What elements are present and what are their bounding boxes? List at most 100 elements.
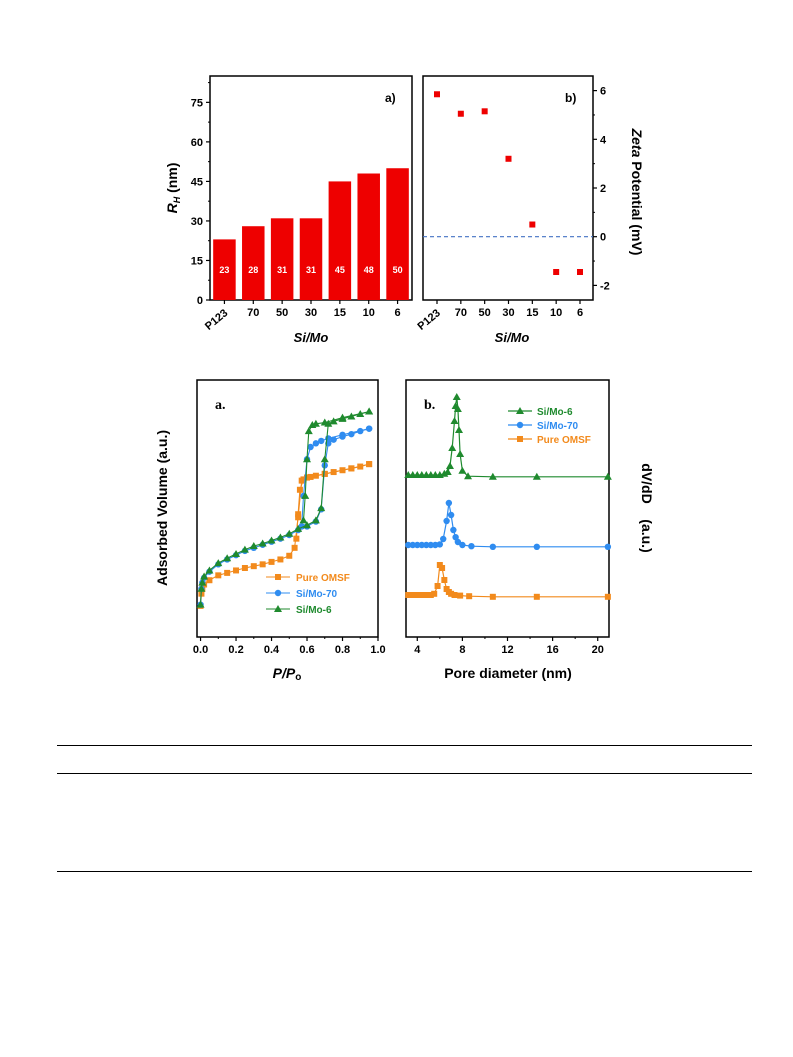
bar <box>357 173 380 300</box>
isotherm-marks <box>196 407 374 609</box>
x-tick-label: 0.8 <box>335 644 350 656</box>
legend-label: Si/Mo-70 <box>537 421 579 432</box>
adsorption-point <box>197 584 206 592</box>
x-tick-label: 1.0 <box>370 644 385 656</box>
pore-x-ticks: 4 8 12 16 20 <box>414 637 604 656</box>
x-tick-label: 15 <box>334 307 346 319</box>
desorption-point <box>295 511 302 518</box>
desorption-point <box>301 491 310 499</box>
zeta-x-axis-label: Si/Mo <box>495 330 530 345</box>
adsorption-point <box>330 436 337 443</box>
zeta-marks <box>434 91 583 275</box>
bar <box>270 218 294 300</box>
y-tick-label: 30 <box>191 216 203 228</box>
bar-data-label: 31 <box>277 265 287 275</box>
x-tick-label: 0.0 <box>193 644 208 656</box>
table-bottom-rule <box>57 871 752 872</box>
bar <box>328 181 352 300</box>
pore-point <box>452 534 459 541</box>
pore-plot-frame <box>405 379 610 638</box>
legend-label: Si/Mo-70 <box>296 589 338 600</box>
pore-point <box>455 426 464 433</box>
bar-data-label: 31 <box>306 265 316 275</box>
zeta-y-axis-label: Zeta Potential (mV) <box>629 128 645 256</box>
bar <box>242 226 265 300</box>
zeta-plot-frame <box>422 75 594 301</box>
x-tick-label: 8 <box>459 644 465 656</box>
pore-point <box>436 541 444 548</box>
desorption-point <box>303 455 312 463</box>
desorption-point <box>307 473 314 480</box>
desorption-point <box>308 421 317 428</box>
pore-point <box>414 541 421 549</box>
pore-point <box>464 472 473 480</box>
desorption-point <box>318 437 325 445</box>
pore-point <box>445 462 454 469</box>
pore-distribution-chart: b. 4 8 12 16 20 Si/Mo-6 Si/Mo-70 Pure OMSF Por… <box>404 379 655 681</box>
adsorption-point <box>268 558 275 565</box>
pore-point <box>533 543 541 550</box>
pore-point <box>418 541 425 549</box>
desorption-point <box>366 461 373 468</box>
zeta-point <box>529 221 536 228</box>
x-tick-label: 15 <box>526 307 538 319</box>
zeta-potential-chart: b) -2 0 2 4 6 P123 70 50 30 15 10 6 Si/Mo Zeta Pot… <box>416 75 645 345</box>
zeta-point <box>434 91 440 98</box>
adsorption-point <box>205 566 214 574</box>
adsorption-point <box>214 559 223 567</box>
x-tick-label: 6 <box>395 307 401 319</box>
adsorption-point <box>329 417 338 425</box>
pore-point <box>457 592 464 599</box>
pore-point <box>533 593 540 600</box>
adsorption-point <box>311 516 320 524</box>
pore-point <box>409 541 416 549</box>
pore-point <box>603 472 612 480</box>
y-tick-label: 2 <box>600 183 606 195</box>
pore-point <box>451 592 458 598</box>
pore-point <box>489 593 496 600</box>
pore-point <box>450 417 459 424</box>
isotherm-y-axis-label: Adsorbed Volume (a.u.) <box>154 430 170 586</box>
desorption-point <box>312 440 320 447</box>
pore-marks <box>404 393 612 600</box>
isotherm-legend: Pure OMSF Si/Mo-70 Si/Mo-6 <box>266 573 350 616</box>
legend-marker <box>517 436 523 442</box>
pore-point <box>489 543 497 550</box>
bar-data-label: 28 <box>248 265 258 275</box>
pore-point <box>445 499 453 507</box>
pore-point <box>458 466 467 474</box>
adsorption-point <box>206 577 213 584</box>
pore-point <box>468 543 475 550</box>
pore-point <box>448 590 455 597</box>
adsorption-point <box>320 455 329 463</box>
isotherm-x-ticks: 0.0 0.2 0.4 0.6 0.8 1.0 <box>193 637 386 656</box>
adsorption-point <box>277 556 284 563</box>
pore-point <box>459 541 466 549</box>
table-top-rule <box>57 745 752 746</box>
bar-marks: 23 28 31 31 45 48 50 <box>213 168 409 300</box>
x-tick-label: 20 <box>592 644 604 656</box>
pore-point <box>414 592 421 598</box>
x-tick-label: 70 <box>247 307 259 319</box>
pore-point <box>431 590 438 597</box>
adsorption-point <box>196 600 205 608</box>
adsorption-point <box>250 563 257 570</box>
adsorption-point <box>240 545 249 553</box>
adsorption-point <box>223 554 232 562</box>
pore-point <box>441 577 448 583</box>
bar <box>386 168 409 300</box>
x-tick-label: 30 <box>305 307 317 319</box>
bar-data-label: 23 <box>219 265 229 275</box>
pore-point <box>439 565 446 571</box>
desorption-point <box>304 474 311 481</box>
x-tick-label: 70 <box>455 307 467 319</box>
x-tick-label: P123 <box>416 307 443 333</box>
zeta-point <box>505 155 512 162</box>
pore-point <box>423 541 430 549</box>
x-tick-label: 4 <box>414 644 421 656</box>
pore-point <box>453 405 462 412</box>
adsorption-line <box>199 463 370 606</box>
panel-label-top-a: a) <box>385 91 396 105</box>
pore-series-line <box>408 563 608 598</box>
isotherm-chart: a. 0.0 0.2 0.4 0.6 0.8 1.0 Pure OMSF Si/Mo-70 S… <box>154 379 386 683</box>
